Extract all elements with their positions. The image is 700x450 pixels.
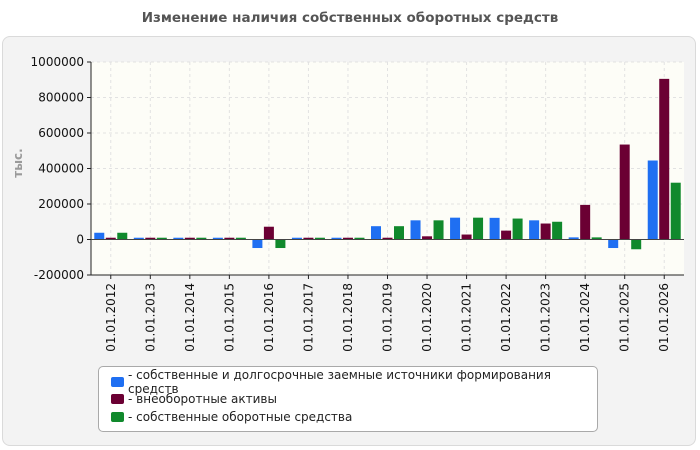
- bar: [473, 217, 484, 240]
- bar: [450, 217, 461, 240]
- bar: [591, 237, 602, 240]
- x-tick-label: 01.01.2020: [420, 283, 434, 352]
- bar: [354, 237, 365, 240]
- y-axis-label: тыс.: [11, 148, 25, 177]
- bar: [133, 237, 144, 240]
- bar: [540, 223, 551, 240]
- bar: [224, 237, 235, 240]
- bar: [291, 237, 302, 240]
- y-tick-label: 800000: [38, 91, 84, 105]
- x-tick-label: 01.01.2025: [618, 283, 632, 352]
- bar: [212, 237, 223, 240]
- bar: [489, 217, 500, 240]
- bar: [512, 218, 523, 240]
- legend: - собственные и долгосрочные заемные ист…: [98, 366, 598, 432]
- x-tick-label: 01.01.2022: [499, 283, 513, 352]
- bar: [303, 237, 314, 240]
- bar: [619, 144, 630, 240]
- y-tick-label: -200000: [34, 268, 84, 282]
- bar: [529, 220, 540, 240]
- bar: [670, 182, 681, 240]
- y-tick-label: 0: [76, 233, 84, 247]
- bar: [275, 239, 286, 249]
- x-tick-label: 01.01.2019: [381, 283, 395, 352]
- bar: [608, 239, 619, 249]
- legend-item: - внеоборотные активы: [111, 391, 597, 409]
- bar: [631, 239, 642, 250]
- bar: [314, 237, 325, 240]
- x-tick-label: 01.01.2013: [143, 283, 157, 352]
- bar: [461, 234, 472, 240]
- bar: [117, 232, 128, 240]
- x-tick-label: 01.01.2017: [301, 283, 315, 352]
- legend-item: - собственные оборотные средства: [111, 408, 597, 426]
- bar: [371, 226, 381, 240]
- chart-title: Изменение наличия собственных оборотных …: [141, 10, 559, 26]
- bar: [184, 237, 195, 240]
- bar: [433, 220, 444, 240]
- bar: [659, 78, 670, 240]
- bar: [647, 160, 658, 240]
- bar: [94, 232, 105, 240]
- legend-swatch: [111, 411, 124, 422]
- bar: [501, 230, 512, 240]
- bars: [94, 78, 681, 250]
- bar: [105, 237, 116, 240]
- bar: [382, 237, 393, 240]
- bar: [580, 204, 591, 240]
- bar: [410, 220, 421, 240]
- bar: [173, 237, 184, 240]
- x-tick-label: 01.01.2012: [104, 283, 118, 352]
- x-tick-label: 01.01.2021: [460, 283, 474, 352]
- bar: [145, 237, 156, 240]
- x-tick-labels: 01.01.2012 01.01.2013 01.01.2014 01.01.2015…: [104, 275, 671, 352]
- legend-swatch: [111, 376, 124, 387]
- legend-swatch: [111, 394, 124, 405]
- bar: [422, 236, 433, 240]
- legend-label: - внеоборотные активы: [128, 392, 277, 407]
- legend-item: - собственные и долгосрочные заемные ист…: [111, 368, 597, 396]
- bar: [331, 237, 342, 240]
- y-tick-labels: 1000000 800000 600000 400000 200000 0 -200000: [31, 55, 84, 282]
- y-tick-label: 200000: [38, 197, 84, 211]
- y-tick-label: 1000000: [31, 55, 84, 69]
- y-tick-label: 400000: [38, 162, 84, 176]
- bar: [235, 237, 246, 240]
- bar: [342, 237, 353, 240]
- x-tick-label: 01.01.2015: [222, 283, 236, 352]
- bar: [252, 239, 263, 249]
- legend-label: - собственные оборотные средства: [128, 409, 353, 424]
- bar: [196, 237, 207, 240]
- y-tick-label: 600000: [38, 126, 84, 140]
- legend-label: - собственные и долгосрочные заемные ист…: [128, 367, 551, 396]
- x-tick-label: 01.01.2016: [262, 283, 276, 352]
- x-tick-label: 01.01.2018: [341, 283, 355, 352]
- x-tick-label: 01.01.2024: [578, 283, 592, 352]
- bar: [263, 226, 274, 240]
- bar: [156, 237, 167, 240]
- x-tick-label: 01.01.2014: [183, 283, 197, 352]
- bar: [394, 226, 404, 240]
- bar: [552, 221, 563, 240]
- x-tick-label: 01.01.2026: [657, 283, 671, 352]
- bar: [568, 237, 579, 240]
- x-tick-label: 01.01.2023: [539, 283, 553, 352]
